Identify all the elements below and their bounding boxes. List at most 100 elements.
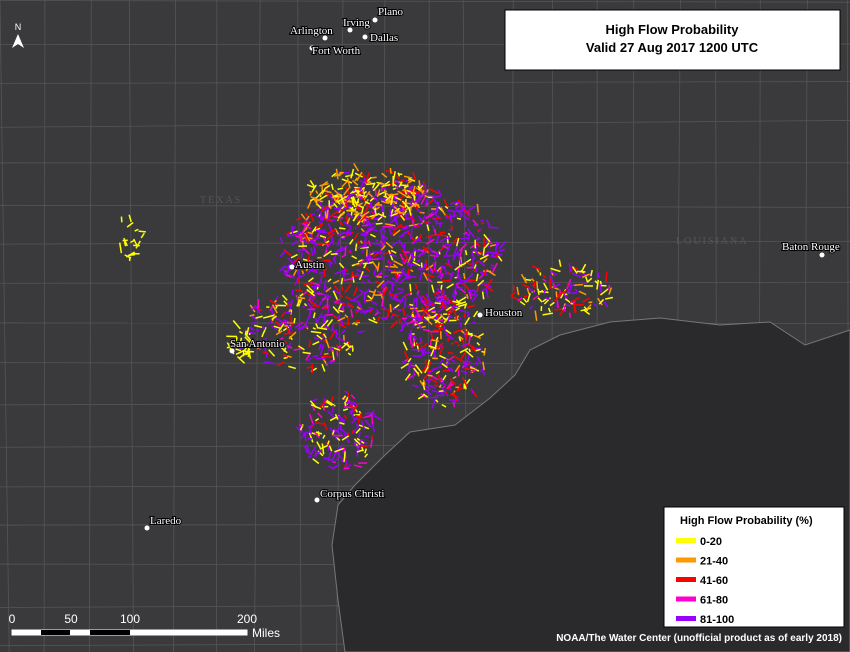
stream (288, 308, 292, 313)
stream (464, 233, 471, 237)
stream (422, 342, 428, 348)
stream (325, 399, 336, 407)
stream (363, 288, 371, 296)
stream (467, 333, 474, 337)
stream (585, 276, 589, 283)
stream (347, 250, 353, 255)
stream (311, 226, 317, 233)
stream (353, 464, 363, 468)
stream (338, 262, 345, 269)
stream (356, 245, 368, 249)
stream (311, 184, 317, 193)
stream (316, 233, 320, 238)
stream (401, 226, 408, 231)
stream (323, 267, 326, 277)
scale-label: 50 (64, 612, 78, 626)
stream (377, 290, 384, 296)
stream (385, 265, 396, 268)
stream (339, 421, 345, 425)
stream (459, 347, 469, 354)
city-dot (322, 35, 328, 41)
stream (306, 231, 309, 237)
stream (275, 295, 279, 300)
stream (367, 295, 373, 300)
stream (402, 257, 406, 262)
stream (427, 306, 436, 312)
stream (323, 265, 327, 271)
stream (426, 315, 436, 320)
stream (441, 265, 445, 270)
stream (427, 369, 435, 374)
stream (552, 283, 561, 289)
stream (473, 264, 477, 269)
stream (566, 278, 572, 290)
stream (462, 272, 466, 280)
stream (482, 237, 486, 248)
stream (312, 312, 316, 319)
stream (319, 188, 326, 198)
stream (345, 198, 349, 209)
legend-swatch (676, 596, 696, 602)
stream (307, 231, 313, 235)
stream (327, 278, 332, 283)
stream (319, 444, 329, 450)
stream (342, 187, 350, 196)
stream (349, 404, 356, 409)
stream (381, 200, 390, 205)
stream (298, 424, 303, 427)
stream (444, 390, 448, 395)
stream (449, 383, 454, 387)
stream (555, 291, 558, 298)
stream (349, 231, 352, 237)
city-dot (347, 27, 353, 33)
stream (385, 192, 394, 200)
stream (428, 345, 437, 349)
stream (324, 400, 333, 407)
stream (526, 293, 531, 303)
stream (426, 223, 430, 232)
stream (382, 235, 389, 240)
stream (229, 339, 232, 345)
stream (319, 332, 327, 342)
stream (482, 257, 488, 263)
stream (290, 316, 293, 323)
stream (245, 346, 251, 356)
stream (242, 343, 248, 348)
stream (452, 375, 457, 380)
stream (309, 400, 317, 409)
stream (543, 282, 549, 291)
stream (490, 250, 498, 258)
stream (316, 412, 323, 419)
stream (370, 300, 378, 306)
stream (363, 206, 369, 214)
stream (327, 304, 330, 313)
stream (344, 322, 350, 326)
stream (341, 341, 350, 349)
stream (481, 350, 485, 353)
stream (398, 181, 403, 188)
stream (301, 270, 305, 275)
stream (270, 325, 278, 331)
stream (282, 319, 291, 324)
stream (319, 262, 325, 268)
stream (313, 449, 323, 457)
stream (283, 347, 287, 353)
stream (334, 447, 344, 453)
stream (413, 236, 421, 244)
stream (245, 327, 250, 337)
stream (283, 332, 294, 335)
stream (597, 297, 603, 306)
stream (378, 244, 383, 248)
stream (288, 331, 297, 340)
stream (432, 349, 436, 358)
stream (431, 339, 439, 342)
stream (478, 260, 486, 267)
stream (347, 352, 352, 356)
stream (457, 199, 463, 207)
stream (395, 184, 399, 189)
stream (471, 367, 480, 372)
stream (447, 272, 453, 276)
stream (395, 272, 404, 282)
stream (605, 296, 614, 300)
stream (296, 278, 300, 284)
